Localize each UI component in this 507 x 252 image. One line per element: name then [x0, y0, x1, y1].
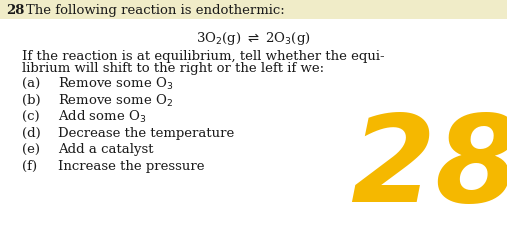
- Text: (f): (f): [22, 159, 37, 172]
- Text: Decrease the temperature: Decrease the temperature: [58, 127, 234, 139]
- Text: (e): (e): [22, 143, 40, 156]
- Text: 28: 28: [6, 4, 24, 16]
- Text: 28: 28: [350, 109, 507, 226]
- Text: (a): (a): [22, 77, 40, 90]
- Text: The following reaction is endothermic:: The following reaction is endothermic:: [26, 4, 285, 16]
- Text: (d): (d): [22, 127, 41, 139]
- Text: librium will shift to the right or the left if we:: librium will shift to the right or the l…: [22, 61, 324, 74]
- Text: Add some O$_3$: Add some O$_3$: [58, 109, 147, 124]
- Text: Remove some O$_3$: Remove some O$_3$: [58, 76, 173, 92]
- Text: (b): (b): [22, 94, 41, 107]
- Text: Add a catalyst: Add a catalyst: [58, 143, 154, 156]
- Text: Increase the pressure: Increase the pressure: [58, 159, 204, 172]
- Bar: [0, 0, 507, 20]
- Text: Remove some O$_2$: Remove some O$_2$: [58, 92, 173, 108]
- Text: (c): (c): [22, 110, 40, 123]
- Text: 3O$_2$(g) $\rightleftharpoons$ 2O$_3$(g): 3O$_2$(g) $\rightleftharpoons$ 2O$_3$(g): [196, 29, 310, 46]
- Text: If the reaction is at equilibrium, tell whether the equi-: If the reaction is at equilibrium, tell …: [22, 49, 385, 62]
